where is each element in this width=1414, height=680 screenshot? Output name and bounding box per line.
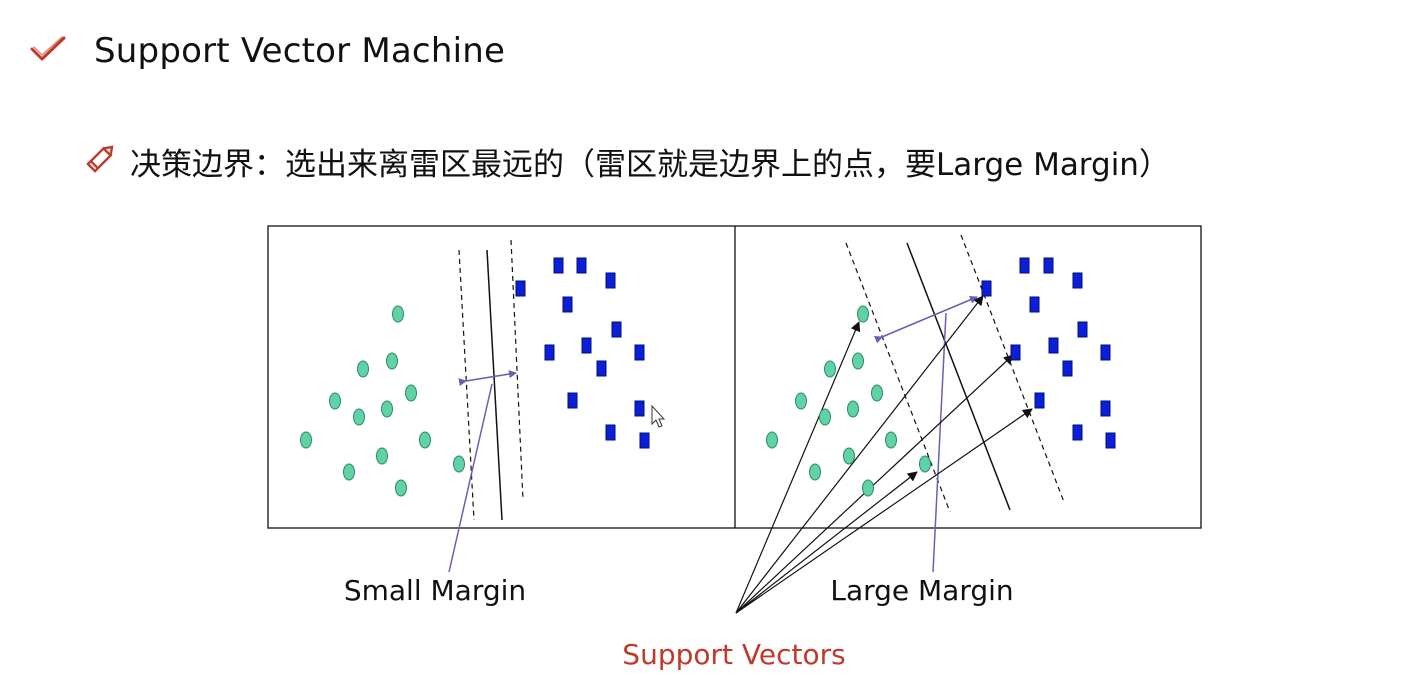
class-b-point bbox=[1072, 424, 1083, 441]
class-a-point bbox=[862, 479, 874, 497]
left-margin-line-2 bbox=[510, 239, 524, 501]
class-b-point bbox=[634, 400, 645, 417]
class-b-point bbox=[634, 344, 645, 361]
class-b-point bbox=[1019, 257, 1030, 274]
class-b-point bbox=[1077, 321, 1088, 338]
class-b-point bbox=[639, 432, 650, 449]
class-a-point bbox=[852, 352, 864, 370]
class-a-point bbox=[843, 447, 855, 465]
class-a-point bbox=[300, 431, 312, 449]
small-margin-pointer bbox=[448, 383, 493, 573]
small-margin-caption: Small Margin bbox=[344, 574, 526, 607]
class-b-point bbox=[1100, 400, 1111, 417]
left-decision-boundary bbox=[486, 249, 503, 521]
class-b-point bbox=[1072, 272, 1083, 289]
class-a-point bbox=[809, 463, 821, 481]
left-margin-line-1 bbox=[458, 249, 475, 521]
class-a-point bbox=[329, 392, 341, 410]
left-panel bbox=[300, 239, 666, 573]
class-b-point bbox=[596, 360, 607, 377]
class-a-point bbox=[795, 392, 807, 410]
class-b-point bbox=[605, 272, 616, 289]
class-a-point bbox=[871, 384, 883, 402]
class-b-point bbox=[576, 257, 587, 274]
class-a-point bbox=[392, 305, 404, 323]
class-a-point bbox=[353, 408, 365, 426]
large-margin-arrow bbox=[873, 296, 978, 344]
class-b-point bbox=[1029, 296, 1040, 313]
right-margin-line-2 bbox=[960, 234, 1065, 503]
class-b-point bbox=[1048, 337, 1059, 354]
support-vector-arrow bbox=[735, 321, 861, 614]
cursor-icon bbox=[651, 404, 666, 428]
large-margin-pointer bbox=[932, 312, 947, 573]
support-vector-arrow bbox=[735, 295, 984, 614]
class-b-point bbox=[1043, 257, 1054, 274]
class-b-point bbox=[544, 344, 555, 361]
class-a-point bbox=[381, 400, 393, 418]
pencil-icon bbox=[80, 139, 120, 183]
support-vectors-caption: Support Vectors bbox=[622, 638, 845, 671]
class-b-point bbox=[1034, 392, 1045, 409]
class-b-point bbox=[581, 337, 592, 354]
class-a-point bbox=[857, 305, 869, 323]
support-vector-arrow bbox=[735, 408, 1033, 614]
support-vector-arrow bbox=[735, 354, 1014, 614]
class-b-point bbox=[1010, 344, 1021, 361]
class-b-point bbox=[515, 280, 526, 297]
class-b-point bbox=[1100, 344, 1111, 361]
class-a-point bbox=[885, 431, 897, 449]
class-a-point bbox=[419, 431, 431, 449]
class-a-point bbox=[847, 400, 859, 418]
class-b-point bbox=[605, 424, 616, 441]
subtitle-row: 决策边界：选出来离雷区最远的（雷区就是边界上的点，要Large Margin） bbox=[80, 138, 1170, 184]
support-vector-arrow bbox=[735, 471, 918, 614]
class-b-point bbox=[611, 321, 622, 338]
class-a-point bbox=[357, 360, 369, 378]
class-a-point bbox=[395, 479, 407, 497]
slide-title-row: Support Vector Machine bbox=[28, 26, 505, 76]
right-margin-line-1 bbox=[845, 242, 951, 513]
class-b-point bbox=[1105, 432, 1116, 449]
class-a-point bbox=[405, 384, 417, 402]
slide-title: Support Vector Machine bbox=[94, 31, 506, 71]
class-b-point bbox=[1062, 360, 1073, 377]
checkmark-icon bbox=[28, 34, 68, 68]
class-a-point bbox=[453, 455, 465, 473]
class-b-point bbox=[553, 257, 564, 274]
large-margin-caption: Large Margin bbox=[830, 574, 1013, 607]
right-panel bbox=[735, 234, 1116, 614]
small-margin-arrow bbox=[458, 370, 517, 387]
class-a-point bbox=[376, 447, 388, 465]
class-b-point bbox=[981, 280, 992, 297]
class-a-point bbox=[824, 360, 836, 378]
class-a-point bbox=[819, 408, 831, 426]
class-b-point bbox=[567, 392, 578, 409]
class-a-point bbox=[343, 463, 355, 481]
class-b-point bbox=[562, 296, 573, 313]
class-a-point bbox=[919, 455, 931, 473]
class-a-point bbox=[766, 431, 778, 449]
class-a-point bbox=[386, 352, 398, 370]
subtitle-text: 决策边界：选出来离雷区最远的（雷区就是边界上的点，要Large Margin） bbox=[130, 146, 1170, 183]
right-decision-boundary bbox=[906, 242, 1011, 511]
